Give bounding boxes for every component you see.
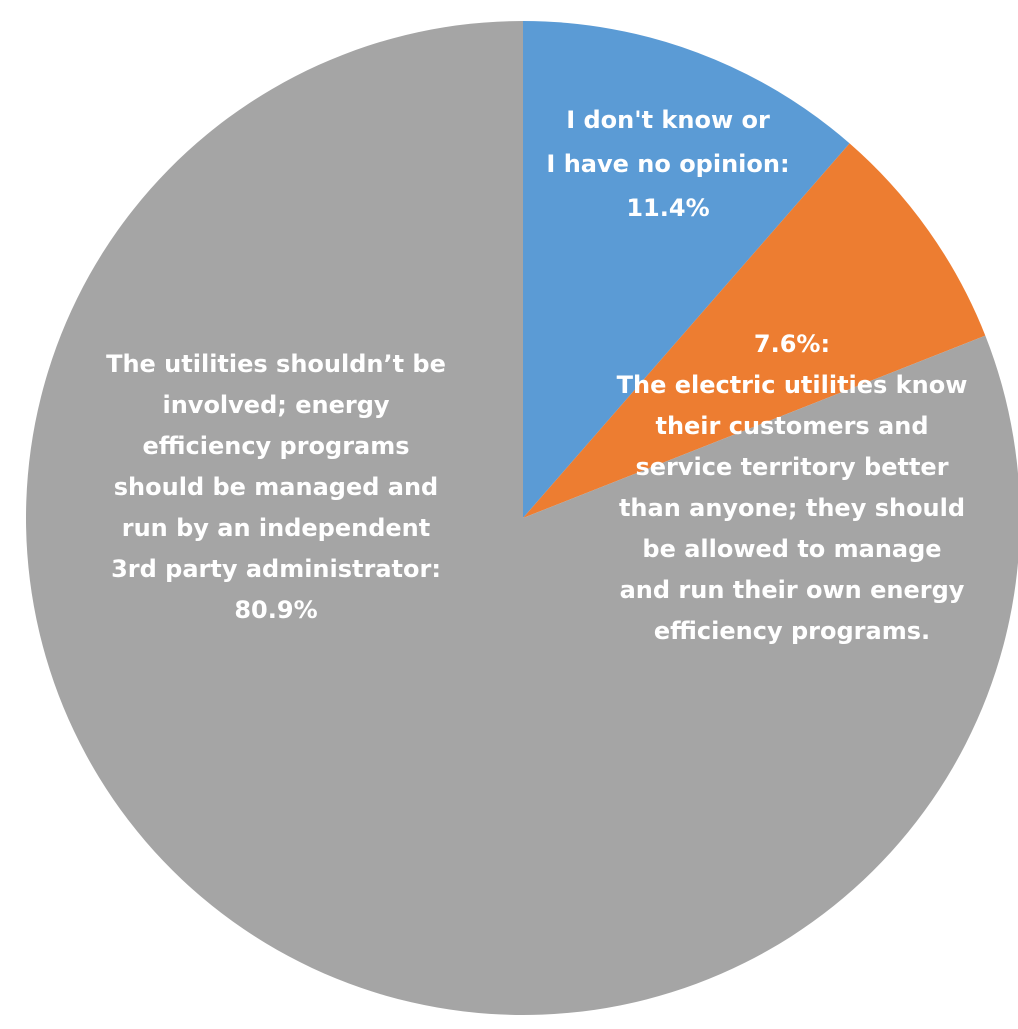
pie-slice-label-line: service territory better bbox=[635, 453, 948, 481]
pie-slice-label-line: and run their own energy bbox=[620, 576, 965, 604]
pie-slice-label-line: than anyone; they should bbox=[619, 494, 965, 522]
pie-slice-label-line: The electric utilities know bbox=[617, 371, 968, 399]
pie-slice-label-line: The utilities shouldn’t be bbox=[106, 350, 446, 378]
pie-slice-label-line: be allowed to manage bbox=[642, 535, 941, 563]
pie-slice-label-line: I don't know or bbox=[566, 106, 770, 134]
pie-slice-label-line: run by an independent bbox=[122, 514, 431, 542]
pie-slice-label-line: involved; energy bbox=[162, 391, 389, 419]
pie-slice-label-line: 11.4% bbox=[626, 194, 709, 222]
pie-slice-label-line: efficiency programs bbox=[142, 432, 409, 460]
pie-slice-label-line: I have no opinion: bbox=[546, 150, 789, 178]
pie-slice-label-line: should be managed and bbox=[114, 473, 438, 501]
pie-slice-label-line: 7.6%: bbox=[754, 330, 830, 358]
pie-slice-label-line: their customers and bbox=[655, 412, 928, 440]
pie-slice-label-line: efficiency programs. bbox=[654, 617, 930, 645]
pie-slice-label-line: 80.9% bbox=[234, 596, 317, 624]
pie-slice-label-line: 3rd party administrator: bbox=[111, 555, 441, 583]
